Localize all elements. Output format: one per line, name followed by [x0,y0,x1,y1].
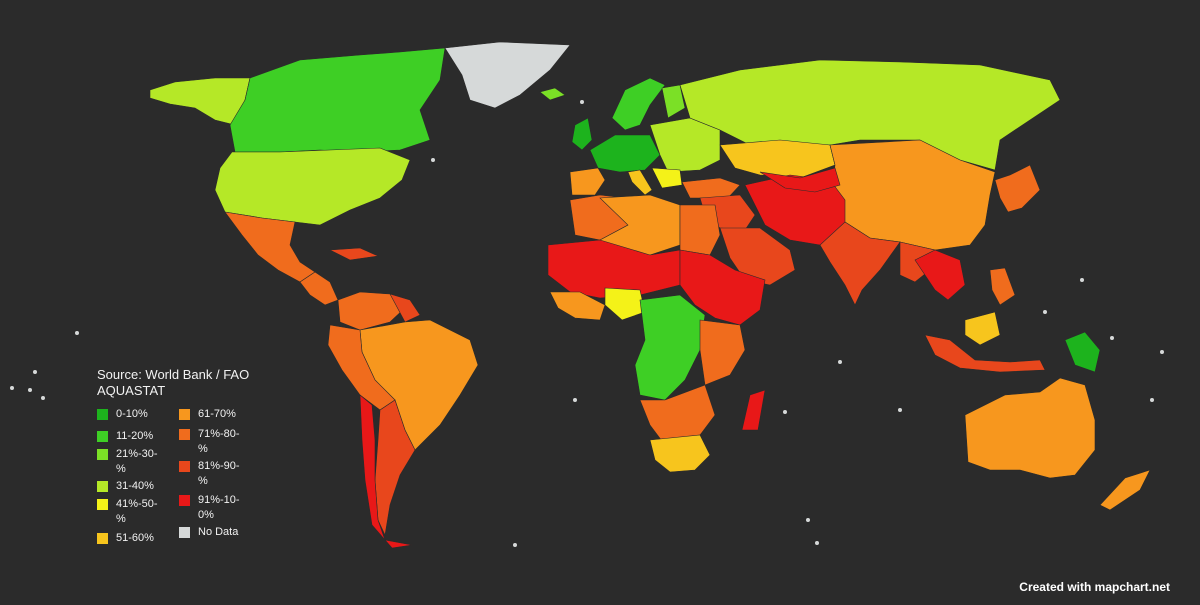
region-central-asia [759,167,841,193]
region-uk-ireland [571,117,593,151]
region-canada [229,47,446,153]
legend-item: 21%-30-% [97,447,167,477]
region-chile [359,394,413,549]
region-central-africa [634,294,706,401]
region-new-zealand [1099,469,1151,511]
region-greenland [444,41,571,109]
legend: 0-10% 11-20% 21%-30-% 31-40% 41%-50-% 51-60% 6… [97,407,257,557]
region-usa [214,147,411,226]
legend-swatch [179,429,190,440]
legend-item: 41%-50-% [97,497,167,527]
legend-item: 61-70% [179,407,249,422]
region-iberia [569,167,606,196]
region-finland [661,84,686,119]
region-western-europe [589,134,661,173]
region-arabian-peninsula [719,227,796,286]
region-madagascar [741,389,766,431]
region-scandinavia [611,77,666,131]
legend-label: 91%-10-0% [198,494,240,521]
legend-item: 31-40% [97,479,167,494]
region-philippines [989,267,1016,306]
legend-item: 51-60% [97,531,167,546]
legend-swatch [179,495,190,506]
legend-label: 21%-30-% [116,448,158,475]
region-guianas [389,293,421,323]
legend-label: 11-20% [116,430,154,442]
region-vietnam-thailand [914,249,966,301]
region-korea-japan [994,164,1041,213]
region-southern-africa [649,434,711,473]
legend-label: 0-10% [116,408,148,420]
legend-label: 71%-80-% [198,428,240,455]
legend-swatch [179,461,190,472]
region-indonesia [924,334,1046,373]
region-sahel [547,239,681,299]
region-argentina [374,399,416,537]
legend-label: 51-60% [116,532,154,544]
credit-text: Created with mapchart.net [1019,580,1170,594]
legend-swatch [97,499,108,510]
legend-label: 41%-50-% [116,498,158,525]
region-papua-new-guinea [1064,331,1101,373]
legend-label: 31-40% [116,480,154,492]
source-note: Source: World Bank / FAO AQUASTAT [97,367,250,398]
region-balkans [651,167,683,189]
region-east-africa [699,319,746,386]
region-west-africa-coast [549,291,606,321]
legend-item: 71%-80-% [179,427,249,457]
small-islands [10,100,1164,547]
legend-swatch [97,449,108,460]
region-egypt [679,204,721,256]
region-india [819,221,901,306]
region-italy [627,169,653,196]
legend-swatch [97,409,108,420]
legend-label: 61-70% [198,408,236,420]
region-australia [964,377,1096,479]
region-angola-zambia [639,384,716,446]
region-borneo-malaysia [964,311,1001,346]
region-colombia-venezuela [337,291,406,331]
region-sudan-ethiopia [679,249,766,326]
legend-swatch [179,409,190,420]
legend-item: 0-10% [97,407,167,422]
region-iceland [539,87,566,101]
legend-swatch [97,431,108,442]
region-cuba [328,247,380,261]
legend-swatch [97,533,108,544]
region-turkey [681,177,741,199]
legend-swatch [179,527,190,538]
region-kazakhstan [719,139,836,179]
legend-label: 81%-90-% [198,460,240,487]
legend-item: 91%-10-0% [179,493,249,523]
legend-item: 11-20% [97,429,167,444]
legend-item: No Data [179,525,249,540]
legend-swatch [97,481,108,492]
region-nigeria [604,287,646,321]
legend-label: No Data [198,526,239,538]
legend-item: 81%-90-% [179,459,249,489]
